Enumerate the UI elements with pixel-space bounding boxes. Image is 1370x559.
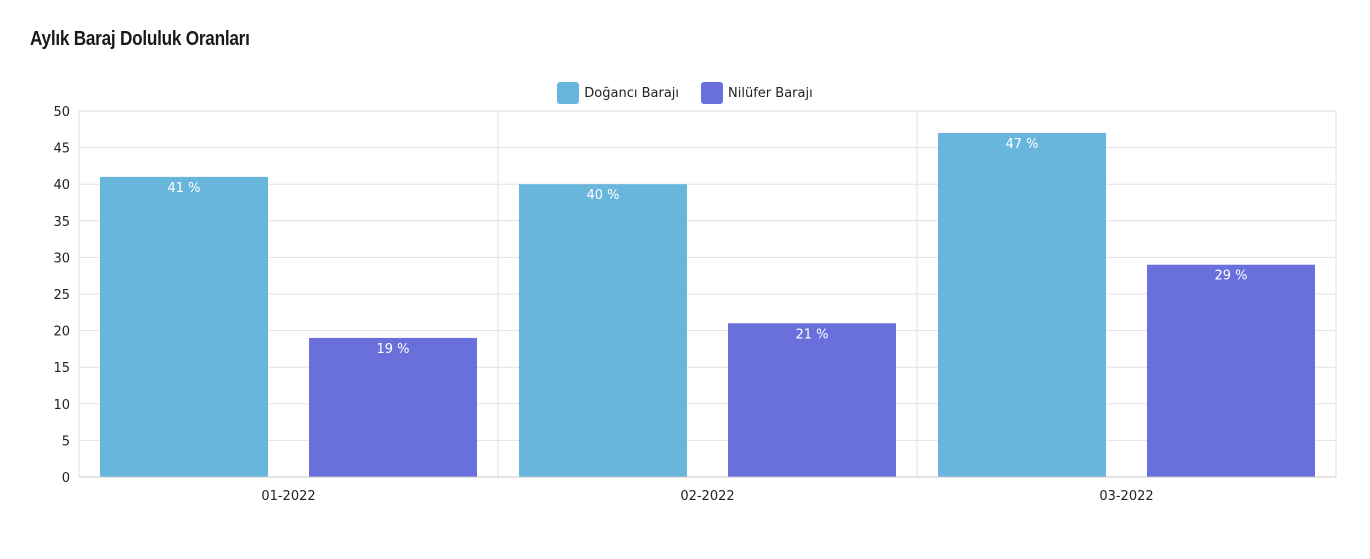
bar <box>100 176 268 477</box>
data-label: 29 % <box>1214 269 1247 284</box>
y-tick-label: 35 <box>53 215 70 230</box>
x-tick-label: 01-2022 <box>261 489 315 504</box>
bar <box>309 337 477 477</box>
y-tick-label: 45 <box>53 142 70 157</box>
x-tick-label: 02-2022 <box>680 489 734 504</box>
y-tick-label: 30 <box>53 251 70 266</box>
data-label: 40 % <box>586 188 619 203</box>
y-tick-label: 50 <box>53 105 70 120</box>
bar <box>519 184 687 477</box>
y-tick-label: 10 <box>53 398 70 413</box>
bar <box>728 323 896 477</box>
chart-title: Aylık Baraj Doluluk Oranları <box>30 28 250 50</box>
data-label: 41 % <box>167 181 200 196</box>
y-tick-label: 0 <box>62 471 70 486</box>
legend: Doğancı Barajı Nilüfer Barajı <box>0 82 1370 104</box>
legend-item-nilufer[interactable]: Nilüfer Barajı <box>701 82 813 104</box>
legend-label-nilufer: Nilüfer Barajı <box>728 85 813 101</box>
y-tick-label: 25 <box>53 288 70 303</box>
y-tick-label: 20 <box>53 325 70 340</box>
bar <box>938 132 1106 477</box>
y-tick-label: 15 <box>53 361 70 376</box>
x-tick-label: 03-2022 <box>1099 489 1153 504</box>
data-label: 47 % <box>1005 137 1038 152</box>
bar <box>1147 264 1315 477</box>
legend-swatch-nilufer <box>701 82 724 104</box>
legend-label-dogancı: Doğancı Barajı <box>584 85 680 101</box>
data-label: 19 % <box>376 342 409 357</box>
legend-item-dogancı[interactable]: Doğancı Barajı <box>557 82 679 104</box>
data-label: 21 % <box>795 327 828 342</box>
y-tick-label: 40 <box>53 178 70 193</box>
legend-swatch-dogancı <box>557 82 580 104</box>
y-tick-label: 5 <box>62 434 70 449</box>
